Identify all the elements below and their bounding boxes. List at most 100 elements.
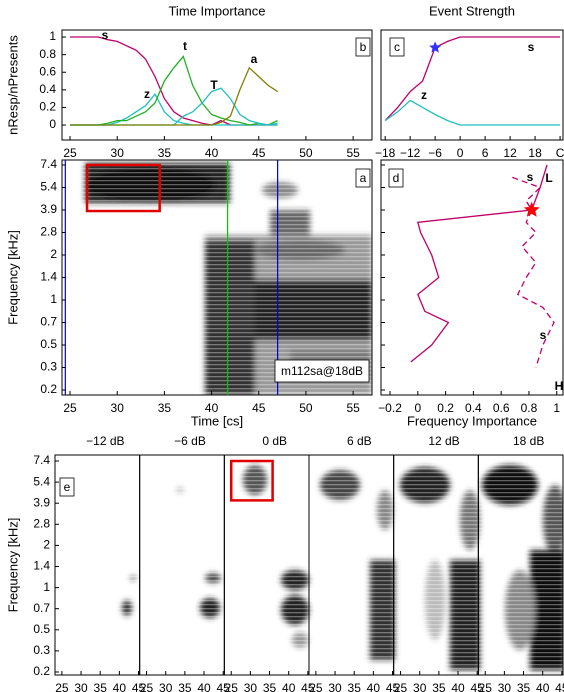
x-tick-label: 25 — [63, 146, 77, 160]
y-tick-label: 1.4 — [40, 270, 57, 284]
series-name: a — [251, 52, 258, 66]
y-axis-label: Frequency [kHz] — [5, 518, 20, 613]
y-axis-label: Frequency [kHz] — [5, 230, 20, 325]
x-tick-label: 25 — [479, 681, 493, 692]
series-line — [70, 36, 278, 126]
annotation: s — [527, 170, 534, 184]
y-tick-label: 1 — [49, 29, 56, 43]
highlight-box — [85, 163, 161, 213]
x-tick-label: 35 — [158, 401, 172, 415]
y-tick-label: 0.2 — [39, 100, 56, 114]
x-tick-label: 55 — [346, 146, 360, 160]
panel-title: −6 dB — [174, 434, 206, 448]
x-tick-label: 25 — [309, 681, 323, 692]
x-tick-label: 40 — [536, 681, 550, 692]
y-tick-label: 1 — [50, 292, 57, 306]
series-name: s — [528, 40, 535, 54]
series-line — [70, 93, 278, 126]
x-tick-label: 6 — [482, 146, 489, 160]
y-tick-label: 1.4 — [33, 559, 50, 573]
y-tick-label: 7.4 — [40, 157, 57, 171]
panel-label: d — [393, 171, 400, 185]
y-tick-label: 5.4 — [40, 180, 57, 194]
series-name: z — [144, 87, 150, 101]
x-tick-label: C — [556, 146, 564, 160]
panel-label-box — [59, 477, 75, 497]
x-tick-label: 40 — [282, 681, 296, 692]
x-tick-label: 40 — [197, 681, 211, 692]
x-tick-label: 40 — [205, 146, 219, 160]
y-tick-label: 0.7 — [33, 601, 50, 615]
panel-label-box — [355, 37, 371, 57]
y-tick-label: 3.9 — [33, 495, 50, 509]
y-tick-label: 0.7 — [40, 315, 57, 329]
panel-label-box — [355, 168, 371, 188]
series-line — [410, 164, 548, 363]
series-line — [70, 66, 278, 126]
series-name: H — [555, 379, 564, 393]
series-line — [512, 176, 555, 368]
y-tick-label: 2.8 — [40, 225, 57, 239]
series-line — [70, 87, 278, 126]
x-tick-label: 25 — [225, 681, 239, 692]
panel-label: c — [394, 40, 400, 54]
x-tick-label: 0 — [457, 146, 464, 160]
x-tick-label: 30 — [413, 681, 427, 692]
y-tick-label: 0.3 — [33, 643, 50, 657]
panel-label-box — [389, 37, 405, 57]
axes-frame — [380, 29, 564, 141]
x-tick-label: 0.2 — [437, 401, 454, 415]
series-name: t — [183, 39, 187, 53]
x-tick-label: 0 — [414, 401, 421, 415]
x-tick-label: 45 — [252, 146, 266, 160]
panel-label: e — [64, 480, 71, 494]
panel-title: 12 dB — [428, 434, 459, 448]
x-tick-label: 35 — [178, 681, 192, 692]
y-tick-label: 2.8 — [33, 516, 50, 530]
series-name: T — [210, 78, 218, 92]
x-tick-label: 45 — [471, 681, 485, 692]
x-tick-label: 40 — [367, 681, 381, 692]
x-tick-label: 30 — [111, 146, 125, 160]
annotation: m112sa@18dB — [281, 364, 363, 378]
x-axis-label: Frequency Importance — [407, 413, 537, 428]
x-tick-label: −18 — [375, 146, 396, 160]
y-tick-label: 0.3 — [40, 360, 57, 374]
x-tick-label: 25 — [55, 681, 69, 692]
axes-frame — [380, 159, 564, 396]
x-tick-label: 45 — [132, 681, 146, 692]
x-tick-label: 0.4 — [465, 401, 482, 415]
x-tick-label: 45 — [301, 681, 315, 692]
panel-frame — [477, 454, 564, 676]
x-tick-label: 35 — [517, 681, 531, 692]
x-tick-label: 45 — [386, 681, 400, 692]
panel-title: 6 dB — [347, 434, 372, 448]
y-tick-label: 5.4 — [33, 474, 50, 488]
x-tick-label: 45 — [252, 401, 266, 415]
x-tick-label: 30 — [244, 681, 258, 692]
x-tick-label: 12 — [503, 146, 517, 160]
x-tick-label: 35 — [432, 681, 446, 692]
x-tick-label: 50 — [299, 146, 313, 160]
x-tick-label: 35 — [348, 681, 362, 692]
x-tick-label: 25 — [63, 401, 77, 415]
x-tick-label: 30 — [111, 401, 125, 415]
highlight-marker — [429, 41, 442, 53]
x-tick-label: 18 — [528, 146, 542, 160]
x-tick-label: 0.6 — [493, 401, 510, 415]
series-name: s — [102, 28, 109, 42]
x-tick-label: 1 — [553, 401, 560, 415]
x-tick-label: 0.8 — [521, 401, 538, 415]
x-tick-label: 40 — [451, 681, 465, 692]
y-tick-label: 0.6 — [39, 64, 56, 78]
x-tick-label: 55 — [346, 401, 360, 415]
y-axis-label: nResp/nPresents — [5, 35, 20, 135]
annotation-box — [274, 359, 370, 383]
y-tick-label: 0.4 — [39, 82, 56, 96]
x-tick-label: −0.2 — [378, 401, 402, 415]
x-tick-label: 25 — [140, 681, 154, 692]
y-tick-label: 3.9 — [40, 202, 57, 216]
y-tick-label: 0.2 — [40, 382, 57, 396]
x-tick-label: 45 — [555, 681, 564, 692]
